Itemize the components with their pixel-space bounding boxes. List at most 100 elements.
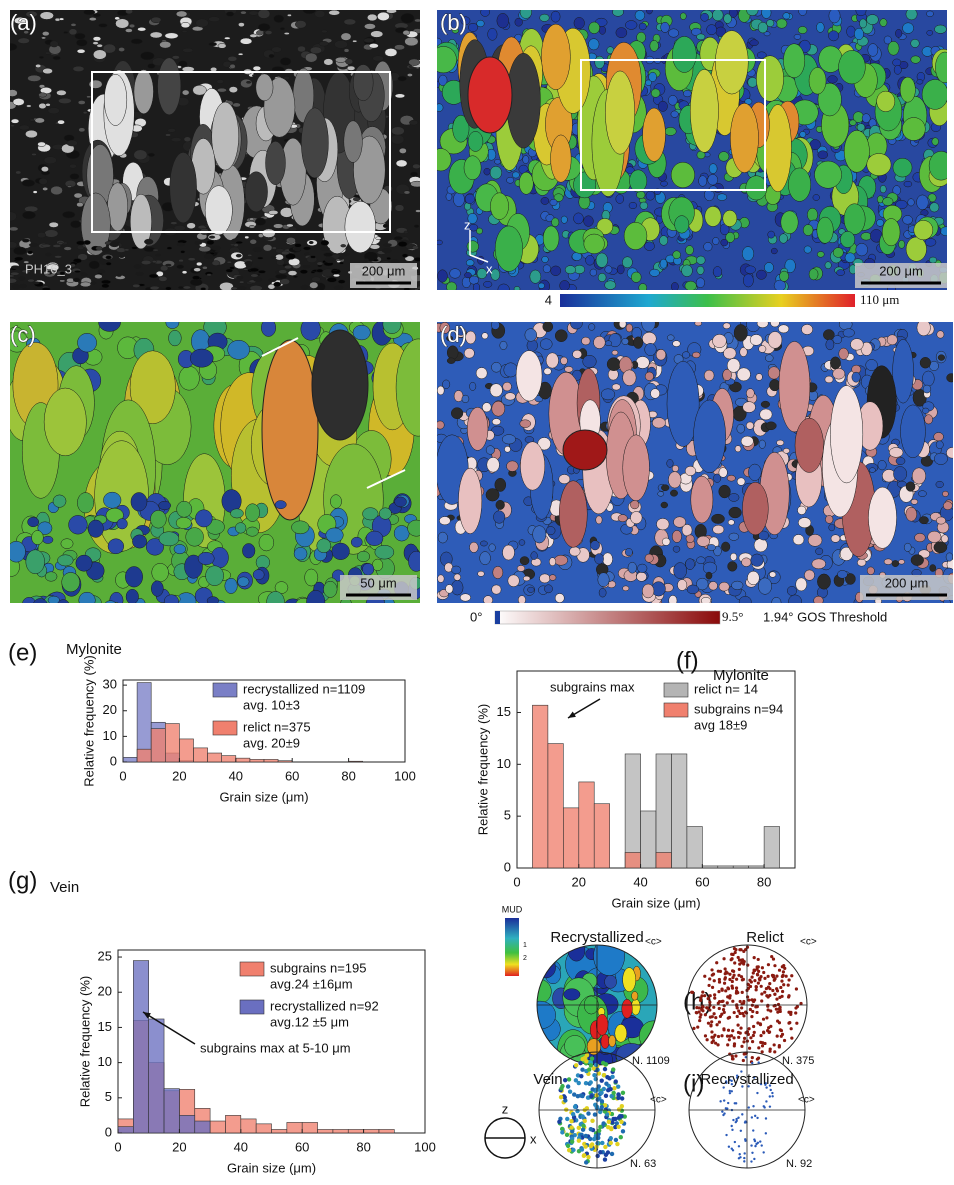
- grain: [829, 9, 840, 23]
- grain: [644, 242, 654, 251]
- grain: [632, 992, 638, 1001]
- grain: [198, 552, 214, 565]
- grain: [869, 468, 875, 473]
- grain: [319, 41, 328, 46]
- pole-point: [787, 984, 790, 987]
- grain: [478, 571, 485, 576]
- pole-point: [594, 1063, 598, 1067]
- grain: [317, 262, 323, 266]
- bar: [210, 1121, 225, 1133]
- pole-point: [607, 1120, 611, 1124]
- grain: [62, 211, 75, 218]
- grain: [926, 11, 933, 17]
- grain: [605, 281, 616, 290]
- pole-point: [719, 1100, 721, 1102]
- pole-point: [780, 980, 783, 983]
- grain: [813, 194, 820, 200]
- pole-point: [698, 1019, 701, 1022]
- grain: [396, 160, 407, 167]
- pole-point: [713, 993, 716, 996]
- pole-point: [724, 989, 727, 992]
- grain: [99, 23, 108, 27]
- pole-point: [775, 997, 778, 1000]
- pole-point: [757, 982, 760, 985]
- x-tick-label: 80: [356, 1139, 370, 1154]
- grain: [106, 256, 112, 259]
- grain: [6, 242, 17, 249]
- grain: [309, 282, 318, 289]
- pole-point: [713, 979, 716, 982]
- grain: [902, 117, 925, 140]
- grain: [103, 601, 117, 616]
- grain: [395, 497, 407, 507]
- bar: [278, 761, 292, 762]
- grain: [887, 335, 897, 345]
- grain: [7, 90, 17, 97]
- grain: [532, 962, 547, 974]
- grain: [408, 520, 426, 536]
- grain: [730, 553, 737, 560]
- grain: [750, 334, 762, 345]
- grain: [519, 540, 525, 546]
- grain: [370, 31, 382, 38]
- grain: [35, 118, 45, 123]
- pole-point: [736, 1015, 739, 1018]
- grain: [565, 266, 576, 274]
- bar: [733, 866, 748, 868]
- grain: [745, 266, 756, 274]
- x-tick-label: 20: [172, 768, 186, 783]
- grain: [551, 266, 561, 276]
- pole-point: [569, 1125, 573, 1129]
- grain: [263, 244, 272, 251]
- grain: [719, 468, 728, 478]
- pole-point: [717, 1002, 720, 1005]
- pole-point: [580, 1067, 584, 1071]
- bar: [749, 866, 764, 868]
- grain: [48, 596, 60, 604]
- grain: [859, 19, 866, 28]
- pole-point: [593, 1112, 597, 1116]
- grain: [544, 585, 552, 593]
- grain: [391, 127, 404, 135]
- grain: [268, 210, 278, 214]
- grain: [403, 30, 410, 35]
- bar: [333, 1129, 348, 1133]
- pole-point: [731, 969, 734, 972]
- pole-point: [611, 1067, 615, 1071]
- grain: [906, 482, 915, 492]
- pole-point: [780, 995, 783, 998]
- pole-point: [752, 1000, 755, 1003]
- pole-point: [701, 991, 704, 994]
- grain: [56, 90, 66, 95]
- pole-point: [742, 1059, 745, 1062]
- grain: [40, 12, 54, 20]
- grain: [170, 152, 197, 223]
- grain: [609, 1035, 616, 1047]
- grain: [458, 468, 481, 534]
- chart-title: Vein: [50, 879, 79, 896]
- bar: [702, 866, 717, 868]
- pole-point: [589, 1063, 593, 1067]
- grain: [27, 251, 32, 254]
- panel-label: (c): [10, 322, 36, 347]
- bar: [364, 1129, 379, 1133]
- pole-point: [695, 1011, 698, 1014]
- pole-point: [706, 1038, 709, 1041]
- grain: [150, 510, 166, 528]
- grain: [696, 256, 705, 264]
- axis-z: z: [464, 217, 471, 232]
- grain: [748, 77, 758, 87]
- pole-point: [610, 1075, 614, 1079]
- grain: [639, 23, 646, 30]
- legend-detail: avg.24 ±16μm: [270, 976, 353, 991]
- pole-point: [602, 1087, 606, 1091]
- bar: [225, 1115, 240, 1133]
- pole-point: [743, 1157, 745, 1159]
- grain: [284, 265, 291, 269]
- grain: [729, 8, 737, 18]
- grain: [591, 541, 600, 550]
- grain: [7, 541, 25, 562]
- grain: [617, 265, 624, 274]
- grain: [829, 524, 835, 531]
- grain: [574, 17, 585, 28]
